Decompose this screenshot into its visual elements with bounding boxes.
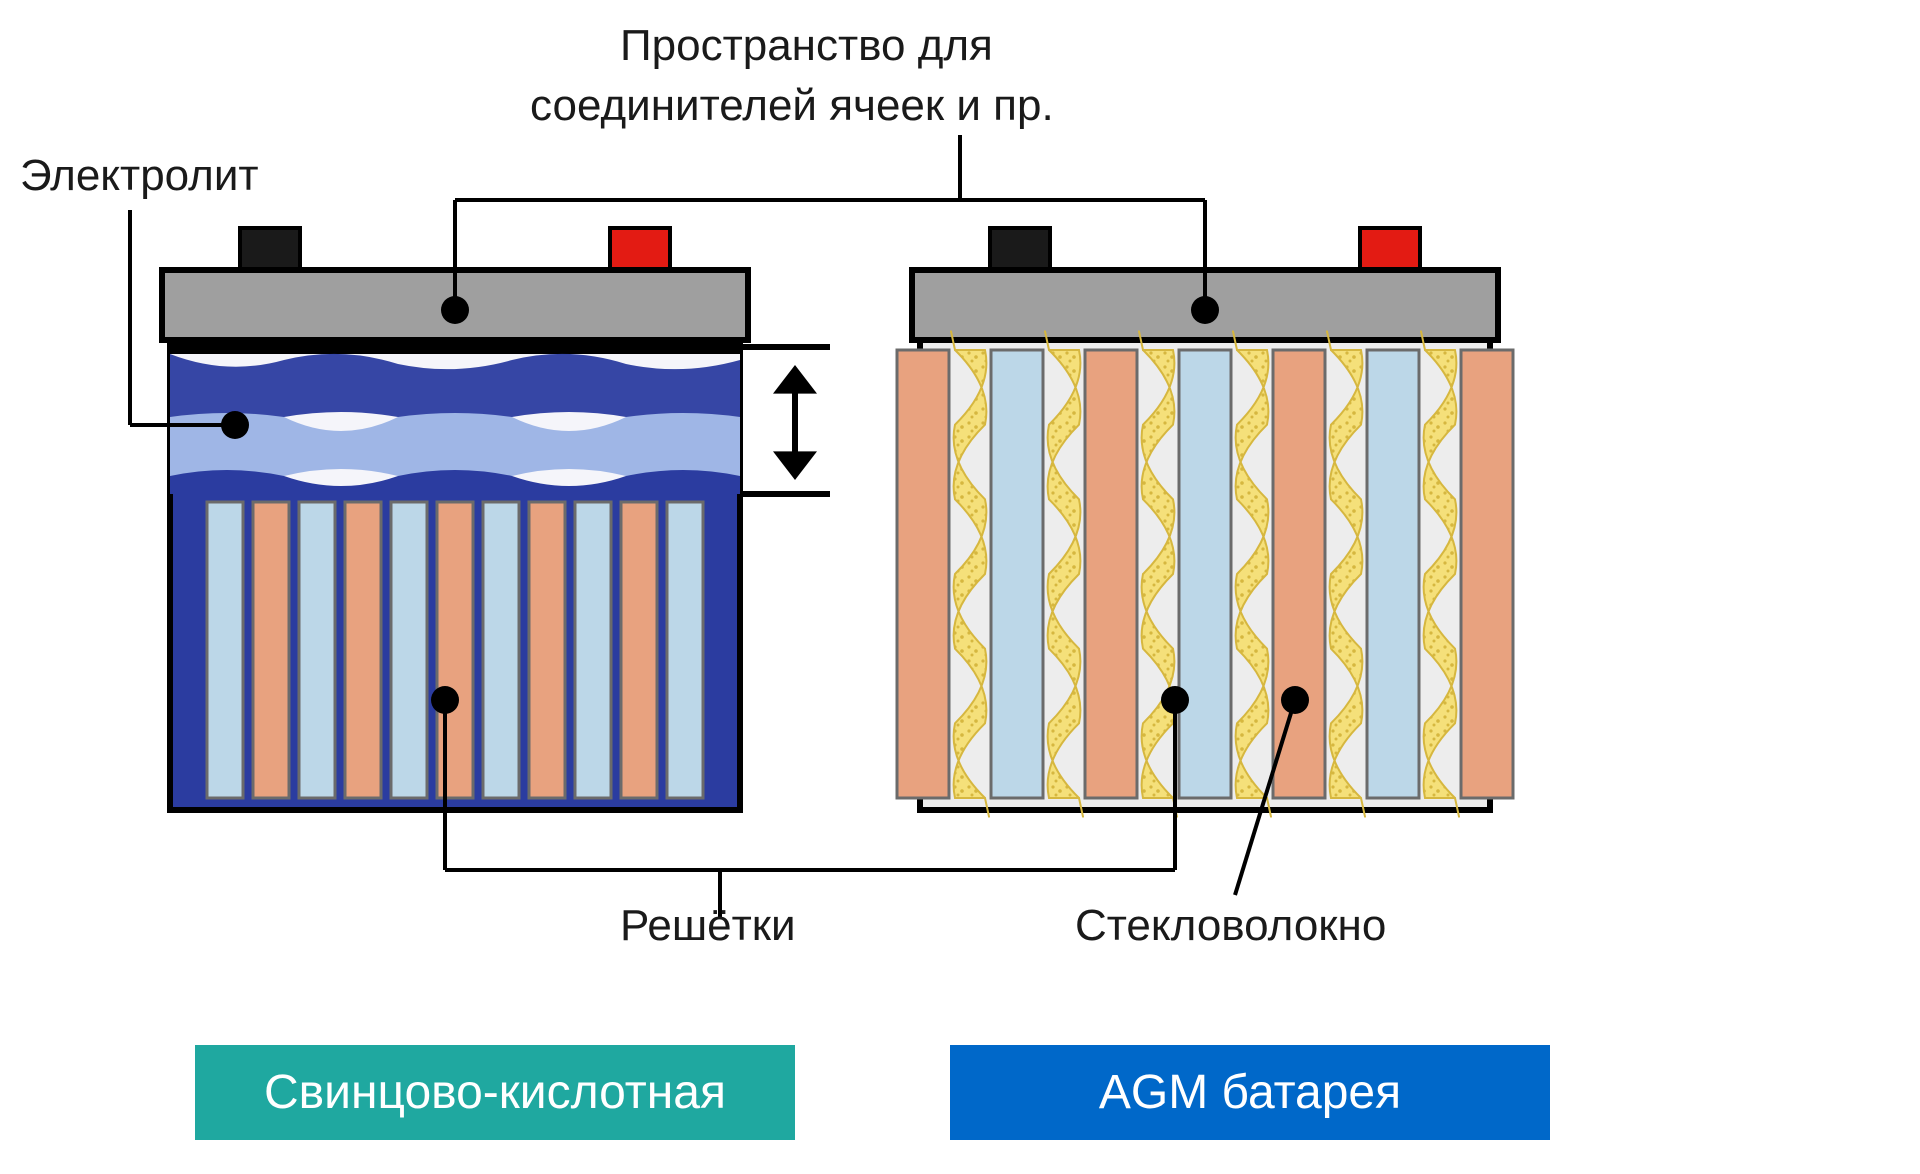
- plate: [1461, 350, 1513, 798]
- plate: [483, 502, 519, 798]
- terminal-negative: [240, 228, 300, 270]
- plate: [1179, 350, 1231, 798]
- lead-acid-battery: [162, 228, 830, 810]
- plate: [1273, 350, 1325, 798]
- terminal-negative: [990, 228, 1050, 270]
- terminal-positive: [1360, 228, 1420, 270]
- plate: [391, 502, 427, 798]
- caption-agm: AGM батарея: [950, 1045, 1550, 1140]
- plate: [437, 502, 473, 798]
- plate: [529, 502, 565, 798]
- label-headspace_l2: соединителей ячеек и пр.: [530, 81, 1054, 130]
- plate: [1085, 350, 1137, 798]
- label-fiberglass: Стекловолокно: [1075, 901, 1386, 950]
- label-electrolyte: Электролит: [20, 151, 259, 200]
- plate: [253, 502, 289, 798]
- caption-lead_acid: Свинцово-кислотная: [195, 1045, 795, 1140]
- diagram-svg: Электролит Пространство для соединителей я…: [0, 0, 1920, 1174]
- plate: [667, 502, 703, 798]
- plate: [345, 502, 381, 798]
- plate: [1367, 350, 1419, 798]
- label-grids: Решётки: [620, 901, 796, 950]
- label-headspace_l1: Пространство для: [620, 21, 993, 70]
- plate: [621, 502, 657, 798]
- height-arrow: [773, 365, 817, 480]
- plate: [991, 350, 1043, 798]
- plate: [575, 502, 611, 798]
- plate: [299, 502, 335, 798]
- terminal-positive: [610, 228, 670, 270]
- plate: [897, 350, 949, 798]
- plate: [207, 502, 243, 798]
